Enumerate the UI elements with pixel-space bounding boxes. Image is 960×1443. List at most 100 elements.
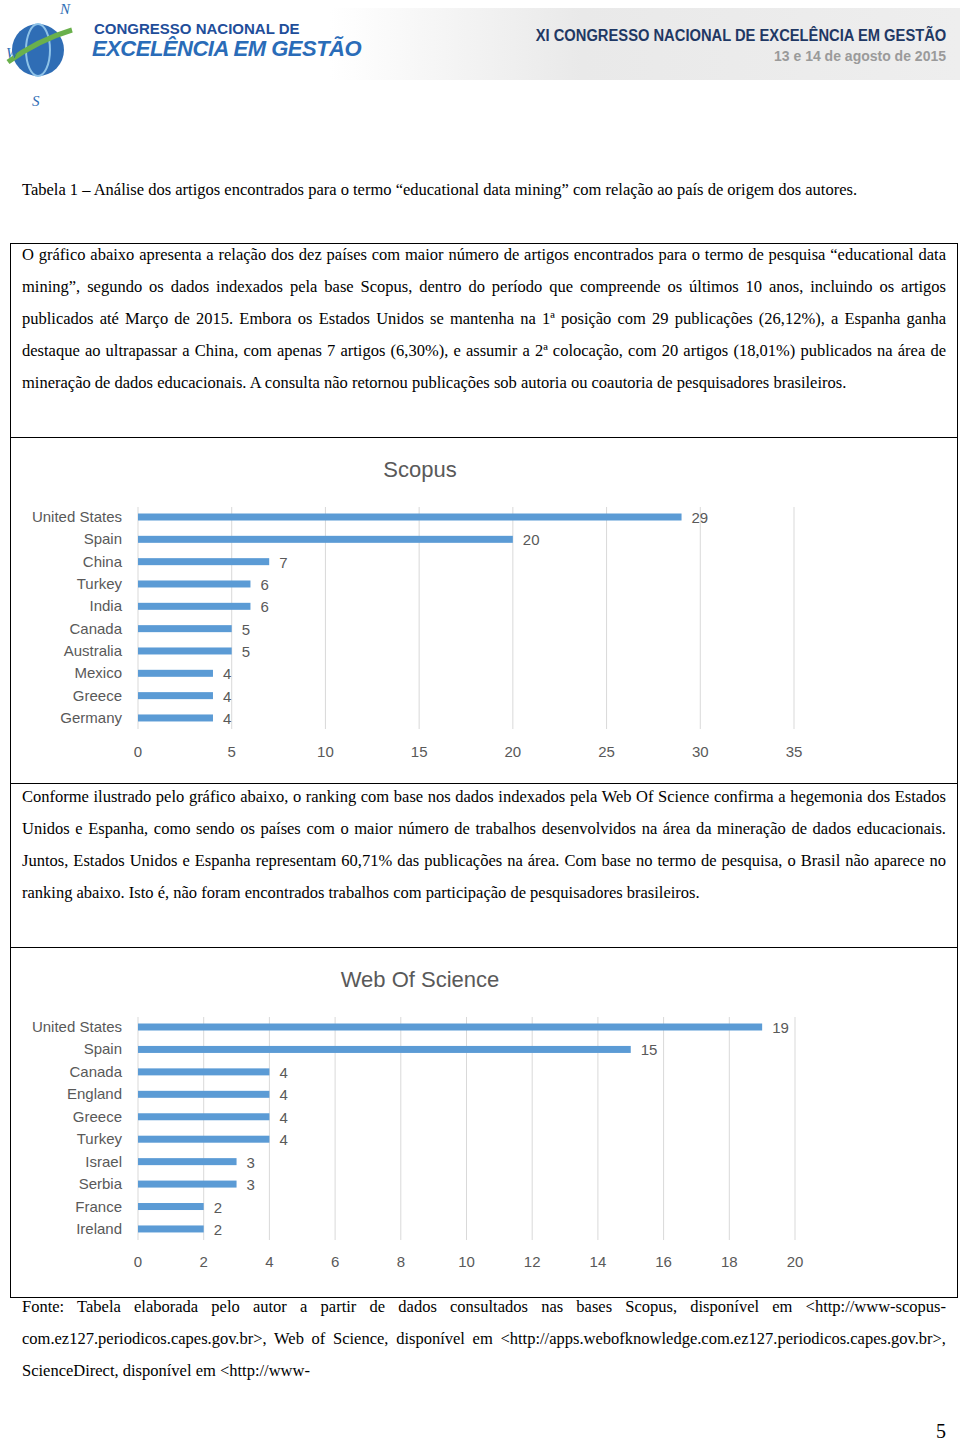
data-label: 4 [223,710,231,727]
tick-label: 10 [458,1253,475,1270]
bar [138,692,213,699]
chart: Scopus 0 5 10 15 20 25 30 35 United States 29 Spain… [32,457,802,760]
bar [138,714,213,721]
tick-label: 2 [200,1253,208,1270]
paragraph: O gráfico abaixo apresenta a relação dos… [22,239,946,399]
data-label: 2 [214,1199,222,1216]
category-label: Canada [69,1063,122,1080]
data-label: 15 [641,1041,658,1058]
tick-label: 5 [228,743,236,760]
data-label: 4 [279,1086,287,1103]
bar [138,1181,237,1188]
chart: Web Of Science02468101214161820United St… [32,967,803,1270]
data-label: 20 [523,531,540,548]
data-label: 4 [223,688,231,705]
bar [138,580,250,587]
category-label: Israel [85,1153,122,1170]
header-date: 13 e 14 de agosto de 2015 [774,48,946,64]
bar [138,647,232,654]
bar [138,1158,237,1165]
data-label: 4 [223,665,231,682]
category-label: Canada [69,620,122,637]
data-label: 3 [247,1154,255,1171]
tick-label: 12 [524,1253,541,1270]
category-label: Germany [60,709,122,726]
grid-line [663,1017,664,1240]
chart-title: Web Of Science [341,967,500,992]
chart-title: Scopus [383,457,456,482]
category-label: India [89,597,122,614]
bar [138,536,513,543]
header-title: XI CONGRESSO NACIONAL DE EXCELÊNCIA EM G… [535,27,946,45]
charts-layer: Scopus05101520253035United States29Spain… [0,0,960,1443]
paragraph: Conforme ilustrado pelo gráfico abaixo, … [22,781,946,909]
bar [138,1024,762,1031]
tick-label: 15 [411,743,428,760]
category-label: France [75,1198,122,1215]
tick-label: 4 [265,1253,273,1270]
table-rule [10,947,957,948]
caption: Tabela 1 – Análise dos artigos encontrad… [22,174,946,206]
bar [138,625,232,632]
data-label: 5 [242,643,250,660]
tick-label: 10 [317,743,334,760]
tick-label: 0 [134,1253,142,1270]
tick-label: 20 [787,1253,804,1270]
tick-label: 20 [505,743,522,760]
category-label: Mexico [74,664,122,681]
grid-line [700,507,701,729]
bar [138,1091,269,1098]
logo-text: EXCELÊNCIA EM GESTÃO [92,36,361,62]
compass-letter: W [6,45,20,61]
globe [12,24,64,76]
bar [138,1068,269,1075]
bar [138,1113,269,1120]
bars [138,514,682,722]
category-label: United States [32,1018,122,1035]
compass-letter: S [32,93,40,109]
data-label: 7 [279,554,287,571]
category-label: China [83,553,123,570]
data-label: 2 [214,1221,222,1238]
category-label: Australia [64,642,123,659]
category-label: Serbia [79,1175,123,1192]
data-label: 4 [279,1064,287,1081]
data-label: 3 [247,1176,255,1193]
tick-label: 14 [590,1253,607,1270]
bar [138,1046,631,1053]
data-label: 4 [279,1131,287,1148]
tick-label: 25 [598,743,615,760]
grid-line [606,507,607,729]
source-note: Fonte: Tabela elaborada pelo autor a par… [22,1291,946,1387]
category-label: England [67,1085,122,1102]
category-label: Spain [84,530,122,547]
compass-letter: N [59,1,71,17]
category-label: Greece [73,687,122,704]
bar [138,558,269,565]
data-label: 4 [279,1109,287,1126]
category-label: Ireland [76,1220,122,1237]
bar [138,670,213,677]
bar [138,1225,204,1232]
bar [138,1203,204,1210]
table-rule [10,437,957,438]
page-number: 5 [936,1420,946,1443]
grid-line [795,1017,796,1240]
tick-label: 0 [134,743,142,760]
category-label: United States [32,508,122,525]
grid-line [794,507,795,729]
bars [138,1024,762,1233]
bar [138,1136,269,1143]
data-label: 5 [242,621,250,638]
page: NWSCONGRESSO NACIONAL DEEXCELÊNCIA EM GE… [0,0,960,1443]
logo-globe: N W S [0,0,80,110]
tick-label: 6 [331,1253,339,1270]
tick-label: 30 [692,743,709,760]
grid-line [729,1017,730,1240]
data-label: 29 [692,509,709,526]
category-label: Spain [84,1040,122,1057]
data-label: 6 [260,598,268,615]
data-label: 6 [260,576,268,593]
tick-label: 35 [786,743,803,760]
tick-label: 18 [721,1253,738,1270]
